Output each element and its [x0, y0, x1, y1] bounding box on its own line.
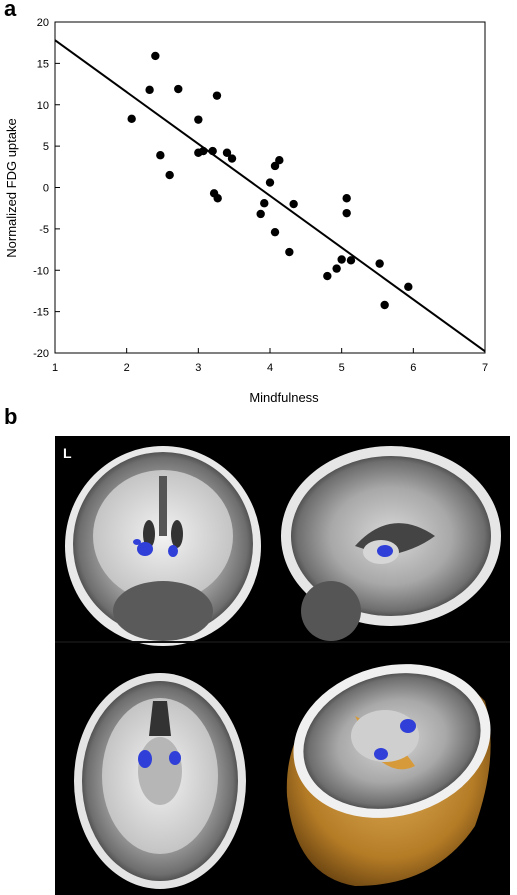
y-tick-label: 20	[37, 17, 49, 29]
data-point	[199, 146, 208, 156]
data-points	[127, 51, 413, 310]
data-point	[289, 199, 298, 209]
activation-blob	[374, 748, 388, 760]
x-axis-title: Mindfulness	[249, 390, 319, 405]
axial-slice	[74, 673, 246, 889]
y-tick-label: 0	[43, 183, 49, 195]
data-point	[270, 161, 280, 171]
data-point	[275, 155, 284, 165]
data-point	[285, 247, 294, 257]
data-point	[265, 178, 275, 187]
activation-blob	[400, 719, 416, 733]
x-tick-label: 5	[339, 362, 345, 374]
data-point	[174, 84, 183, 94]
y-axis: 20 15 10 5 0 -5 -10 -15 -20	[33, 17, 60, 360]
data-point	[256, 209, 265, 219]
data-point	[270, 227, 280, 237]
y-tick-label: -15	[33, 307, 49, 319]
plot-frame	[54, 21, 486, 354]
activation-blob	[133, 539, 141, 545]
data-point	[222, 148, 232, 157]
y-tick-label: -20	[33, 348, 49, 360]
data-point	[212, 91, 222, 100]
activation-blob	[138, 750, 152, 768]
y-tick-label: -5	[39, 224, 49, 236]
data-point	[337, 255, 346, 264]
data-point	[380, 300, 389, 310]
x-tick-label: 6	[410, 362, 416, 374]
mri-figure: L	[55, 436, 510, 895]
data-point	[208, 146, 217, 156]
y-tick-label: 5	[43, 141, 49, 153]
data-point	[156, 151, 165, 160]
data-point	[260, 199, 269, 208]
data-point	[213, 194, 222, 203]
data-point	[227, 154, 237, 163]
activation-blob	[377, 545, 393, 557]
data-point	[151, 51, 160, 61]
data-point	[127, 114, 136, 124]
y-tick-label: 10	[37, 100, 49, 112]
panel-label-a: a	[4, 0, 17, 21]
activation-blob	[168, 545, 178, 557]
y-tick-label: 15	[37, 58, 49, 70]
x-tick-label: 3	[195, 362, 201, 374]
sagittal-slice	[281, 446, 501, 641]
x-tick-label: 4	[267, 362, 273, 374]
x-axis: 1 2 3 4 5 6 7	[52, 348, 488, 374]
data-point	[404, 282, 413, 291]
x-tick-label: 1	[52, 362, 58, 374]
data-point	[375, 259, 384, 268]
activation-blob	[137, 542, 153, 556]
y-axis-title: Normalized FDG uptake	[4, 118, 19, 257]
data-point	[342, 194, 351, 203]
panel-label-b: b	[4, 404, 18, 429]
x-tick-label: 2	[124, 362, 130, 374]
data-point	[342, 208, 351, 218]
x-tick-label: 7	[482, 362, 488, 374]
data-point	[194, 115, 203, 124]
y-tick-label: -10	[33, 265, 49, 277]
coronal-slice: L	[63, 445, 261, 646]
data-point	[332, 264, 341, 273]
data-point	[346, 256, 356, 265]
data-point	[165, 170, 174, 180]
regression-line	[54, 39, 486, 353]
3d-render	[286, 664, 491, 886]
data-point	[145, 85, 154, 95]
orientation-label: L	[63, 445, 72, 461]
activation-blob	[169, 751, 181, 765]
data-point	[323, 271, 332, 281]
